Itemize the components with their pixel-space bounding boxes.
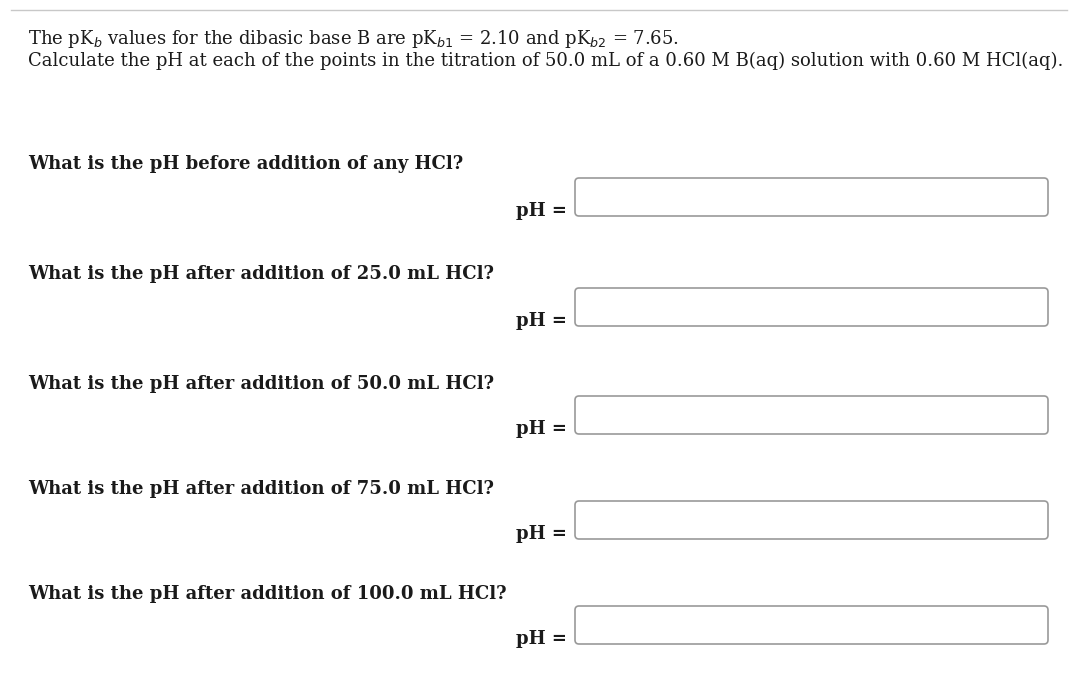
- FancyBboxPatch shape: [575, 396, 1048, 434]
- FancyBboxPatch shape: [575, 606, 1048, 644]
- FancyBboxPatch shape: [575, 501, 1048, 539]
- Text: What is the pH after addition of 50.0 mL HCl?: What is the pH after addition of 50.0 mL…: [28, 375, 494, 393]
- Text: pH =: pH =: [516, 420, 567, 438]
- FancyBboxPatch shape: [575, 288, 1048, 326]
- Text: pH =: pH =: [516, 202, 567, 220]
- FancyBboxPatch shape: [575, 178, 1048, 216]
- Text: pH =: pH =: [516, 312, 567, 330]
- Text: The pK$_b$ values for the dibasic base B are pK$_{b1}$ = 2.10 and pK$_{b2}$ = 7.: The pK$_b$ values for the dibasic base B…: [28, 28, 679, 50]
- Text: What is the pH after addition of 75.0 mL HCl?: What is the pH after addition of 75.0 mL…: [28, 480, 494, 498]
- Text: What is the pH before addition of any HCl?: What is the pH before addition of any HC…: [28, 155, 464, 173]
- Text: pH =: pH =: [516, 525, 567, 543]
- Text: What is the pH after addition of 100.0 mL HCl?: What is the pH after addition of 100.0 m…: [28, 585, 507, 603]
- Text: What is the pH after addition of 25.0 mL HCl?: What is the pH after addition of 25.0 mL…: [28, 265, 494, 283]
- Text: pH =: pH =: [516, 630, 567, 648]
- Text: Calculate the pH at each of the points in the titration of 50.0 mL of a 0.60 M B: Calculate the pH at each of the points i…: [28, 52, 1063, 70]
